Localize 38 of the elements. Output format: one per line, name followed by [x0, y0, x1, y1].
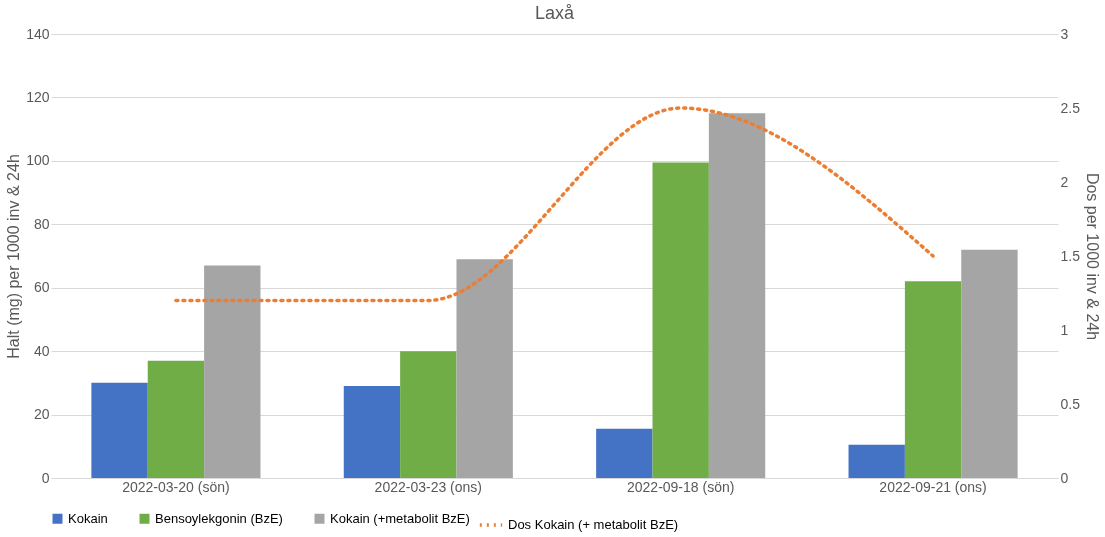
y-tick-label: 60 — [33, 279, 50, 296]
y2-tick-label: 0 — [1060, 469, 1069, 486]
bar — [652, 162, 709, 478]
y2-tick-label: 1 — [1060, 321, 1069, 338]
bar — [456, 259, 513, 478]
legend-label: Bensoylekgonin (BzE) — [155, 510, 283, 526]
y2-tick-label: 1.5 — [1060, 247, 1081, 264]
y2-tick-label: 0.5 — [1060, 395, 1081, 412]
bar — [343, 386, 401, 478]
bar — [147, 360, 205, 478]
y-tick-label: 20 — [33, 406, 50, 423]
x-tick-label: 2022-03-20 (sön) — [122, 478, 230, 495]
x-tick-label: 2022-09-21 (ons) — [879, 478, 987, 495]
y-axis-title: Halt (mg) per 1000 inv & 24h — [5, 154, 23, 359]
bar — [961, 249, 1018, 478]
bar — [848, 444, 905, 478]
chart-title: Laxå — [534, 3, 575, 23]
y-tick-label: 120 — [26, 88, 50, 105]
x-tick-label: 2022-03-23 (ons) — [374, 478, 483, 495]
y2-axis-title: Dos per 1000 inv & 24h — [1083, 172, 1101, 341]
y2-tick-label: 2 — [1060, 173, 1069, 190]
legend-label: Kokain — [68, 510, 108, 526]
bar — [596, 428, 653, 478]
y-tick-label: 0 — [41, 469, 50, 486]
legend-label: Kokain (+metabolit BzE) — [330, 510, 470, 526]
y2-tick-label: 3 — [1060, 25, 1069, 42]
y-tick-label: 80 — [33, 215, 50, 232]
legend-label: Dos Kokain (+ metabolit BzE) — [508, 517, 679, 532]
bar — [904, 281, 962, 478]
y2-tick-label: 2.5 — [1060, 99, 1081, 116]
bar — [708, 113, 766, 478]
y-tick-label: 40 — [33, 342, 50, 359]
x-tick-label: 2022-09-18 (sön) — [626, 478, 735, 495]
bar — [91, 382, 148, 478]
bar — [204, 265, 261, 478]
y-tick-label: 140 — [26, 25, 50, 42]
bar — [400, 351, 457, 478]
y-tick-label: 100 — [26, 152, 50, 169]
